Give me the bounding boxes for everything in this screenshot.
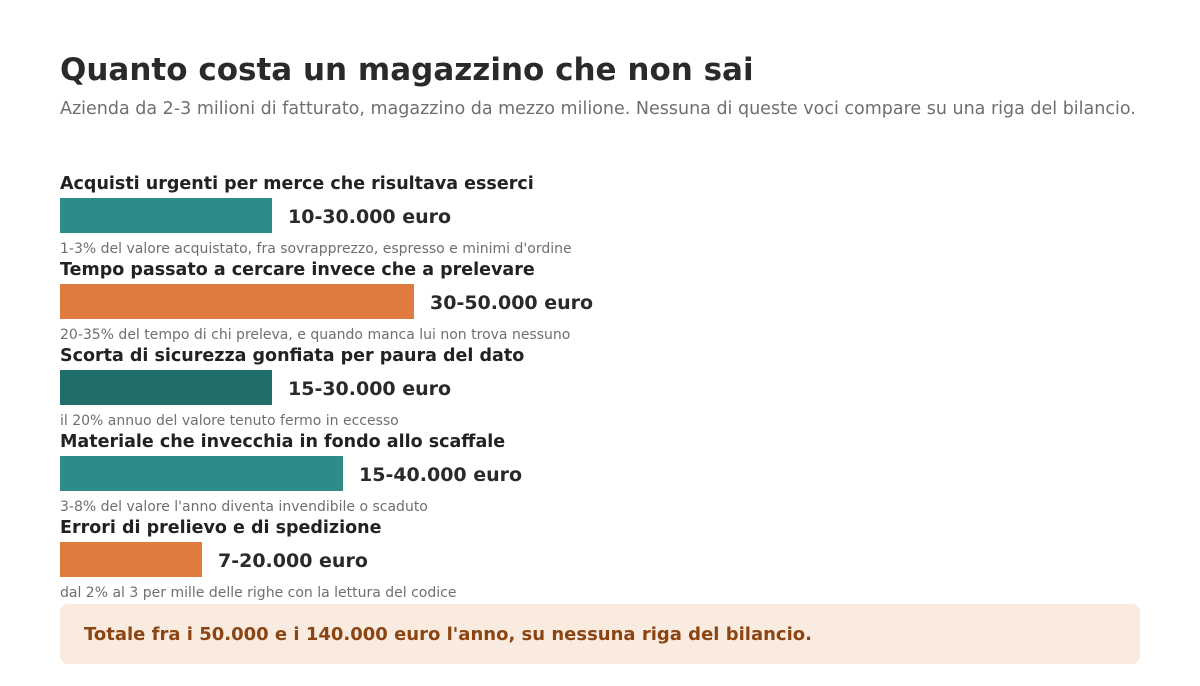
total-text: Totale fra i 50.000 e i 140.000 euro l'a… bbox=[84, 624, 812, 645]
bar bbox=[60, 198, 272, 233]
bar bbox=[60, 370, 272, 405]
bar bbox=[60, 456, 343, 491]
bar-row: Errori di prelievo e di spedizione 7-20.0… bbox=[60, 512, 1140, 601]
bar-value-label: 15-40.000 euro bbox=[359, 464, 523, 486]
bar-category-label: Tempo passato a cercare invece che a pre… bbox=[60, 260, 535, 280]
bar-row: Materiale che invecchia in fondo allo sc… bbox=[60, 426, 1140, 515]
bar-note: 3-8% del valore l'anno diventa invendibi… bbox=[60, 499, 428, 515]
bar-category-label: Materiale che invecchia in fondo allo sc… bbox=[60, 432, 506, 452]
bar-note: dal 2% al 3 per mille delle righe con la… bbox=[60, 585, 457, 601]
bar-value-label: 10-30.000 euro bbox=[288, 206, 452, 228]
bar-row: Scorta di sicurezza gonfiata per paura d… bbox=[60, 340, 1140, 429]
bar bbox=[60, 542, 202, 577]
bar-value-label: 15-30.000 euro bbox=[288, 378, 452, 400]
bar-value-label: 7-20.000 euro bbox=[218, 550, 368, 572]
total-callout: Totale fra i 50.000 e i 140.000 euro l'a… bbox=[60, 604, 1140, 664]
bar bbox=[60, 284, 414, 319]
bar-category-label: Errori di prelievo e di spedizione bbox=[60, 518, 382, 538]
bar-row: Acquisti urgenti per merce che risultava… bbox=[60, 168, 1140, 257]
chart-title: Quanto costa un magazzino che non sai bbox=[60, 52, 754, 88]
bar-row: Tempo passato a cercare invece che a pre… bbox=[60, 254, 1140, 343]
bar-note: il 20% annuo del valore tenuto fermo in … bbox=[60, 413, 399, 429]
bar-category-label: Acquisti urgenti per merce che risultava… bbox=[60, 174, 534, 194]
chart-subtitle: Azienda da 2-3 milioni di fatturato, mag… bbox=[60, 99, 1136, 119]
bar-category-label: Scorta di sicurezza gonfiata per paura d… bbox=[60, 346, 525, 366]
bar-note: 1-3% del valore acquistato, fra sovrappr… bbox=[60, 241, 572, 257]
bar-chart: Acquisti urgenti per merce che risultava… bbox=[60, 168, 1140, 601]
bar-note: 20-35% del tempo di chi preleva, e quand… bbox=[60, 327, 571, 343]
bar-value-label: 30-50.000 euro bbox=[430, 292, 594, 314]
